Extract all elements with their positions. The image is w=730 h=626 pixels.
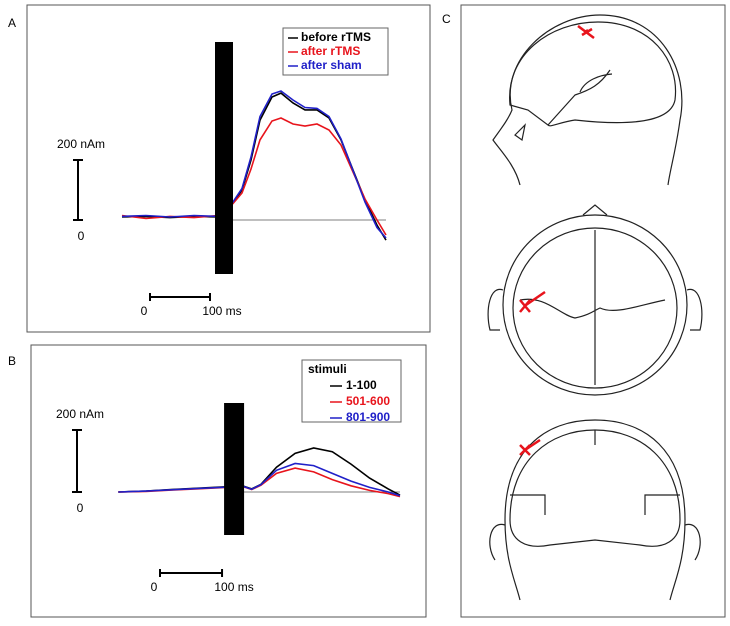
panel-label: B xyxy=(8,354,16,368)
nose xyxy=(582,204,608,216)
panel-b-frame xyxy=(30,344,427,618)
stim-mark xyxy=(577,25,595,39)
legend-entry: after sham xyxy=(301,58,362,72)
brain-top xyxy=(512,227,678,389)
stim-mark xyxy=(519,290,546,313)
scale-label: 200 nAm xyxy=(57,137,105,151)
head-diagrams xyxy=(487,14,703,601)
panel-a-frame xyxy=(26,4,431,333)
waveform xyxy=(121,90,387,239)
head-back xyxy=(504,419,686,601)
scale-label: 0 xyxy=(77,501,84,515)
waveform xyxy=(118,462,401,497)
scale-label: 0 xyxy=(78,229,85,243)
stimulus-block xyxy=(224,403,245,535)
panel-label: C xyxy=(442,12,451,26)
scale-label: 0 xyxy=(141,304,148,318)
panel-c-frame xyxy=(460,4,726,618)
eye xyxy=(514,123,526,142)
brain-side xyxy=(509,21,677,127)
scale-label: 200 nAm xyxy=(56,407,104,421)
panel-label: A xyxy=(8,16,16,30)
stimulus-block xyxy=(215,42,233,274)
legend-entry: before rTMS xyxy=(301,30,371,44)
sulcus xyxy=(547,69,613,126)
sulci-back xyxy=(510,430,680,515)
legend-entry: 801-900 xyxy=(346,410,390,424)
ears xyxy=(489,523,701,561)
scale-label: 0 xyxy=(151,580,158,594)
head-side xyxy=(492,14,683,186)
ears xyxy=(487,288,703,331)
sulci-top xyxy=(519,230,666,385)
legend-box xyxy=(301,359,402,423)
legend-entry: 501-600 xyxy=(346,394,390,408)
legend-entry: after rTMS xyxy=(301,44,360,58)
stim-mark xyxy=(519,438,541,456)
brain-back xyxy=(509,429,681,547)
legend-title: stimuli xyxy=(308,362,347,376)
scale-label: 100 ms xyxy=(202,304,241,318)
scale-label: 100 ms xyxy=(214,580,253,594)
head-top xyxy=(502,214,688,396)
legend-box xyxy=(282,27,389,76)
legend-entry: 1-100 xyxy=(346,378,377,392)
waveform xyxy=(121,117,387,236)
